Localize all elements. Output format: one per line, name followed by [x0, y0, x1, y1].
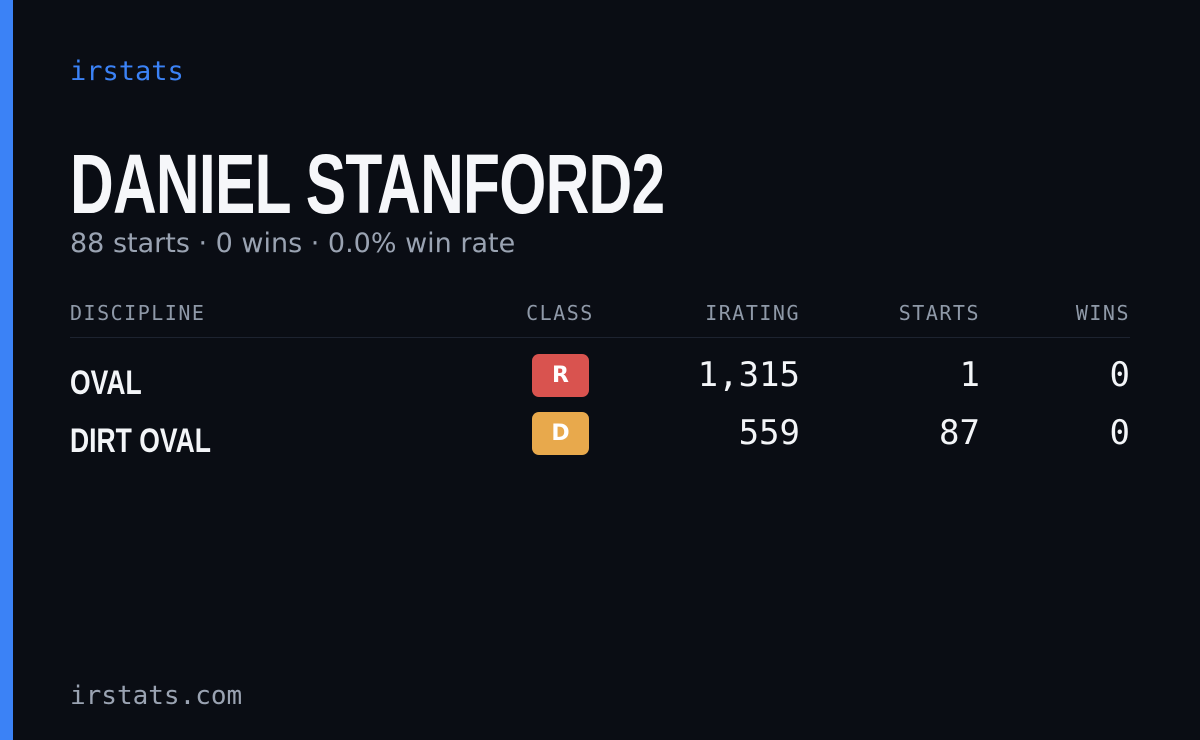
irating: 559	[738, 413, 800, 453]
column-header: STARTS	[898, 301, 980, 325]
discipline: DIRT OVAL	[70, 422, 211, 460]
brand: irstats	[70, 56, 184, 87]
class-badge: R	[532, 354, 589, 397]
column-header: WINS	[1075, 301, 1130, 325]
driver-name: DANIEL STANFORD2	[70, 137, 665, 231]
discipline: OVAL	[70, 364, 142, 402]
column-header: CLASS	[526, 301, 594, 325]
column-header: IRATING	[705, 301, 800, 325]
header-rule	[70, 337, 1130, 338]
starts: 1	[959, 355, 980, 395]
starts: 87	[939, 413, 980, 453]
class-badge: D	[532, 412, 589, 455]
driver-summary: 88 starts · 0 wins · 0.0% win rate	[70, 228, 516, 259]
footer: irstats.com	[70, 681, 243, 711]
wins: 0	[1109, 413, 1130, 453]
column-header: DISCIPLINE	[70, 301, 206, 325]
wins: 0	[1109, 355, 1130, 395]
accent-bar	[0, 0, 13, 740]
irating: 1,315	[697, 355, 800, 395]
